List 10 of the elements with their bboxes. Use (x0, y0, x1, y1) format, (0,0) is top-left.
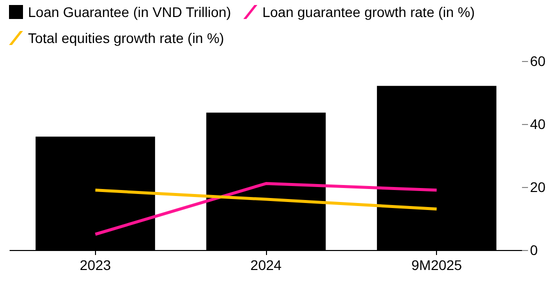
x-tick-label: 2023 (80, 257, 112, 273)
y-tick-label: 60 (530, 53, 546, 69)
y-tick-label: 40 (530, 116, 546, 132)
x-tick-label: 9M2025 (411, 257, 462, 273)
y-tick-label: 0 (530, 242, 538, 258)
legend-label: Loan Guarantee (in VND Trillion) (28, 4, 232, 20)
y-tick-label: 20 (530, 179, 546, 195)
legend-label: Loan guarantee growth rate (in %) (262, 4, 475, 20)
legend-label: Total equities growth rate (in %) (28, 30, 224, 46)
x-tick-label: 2024 (250, 257, 282, 273)
